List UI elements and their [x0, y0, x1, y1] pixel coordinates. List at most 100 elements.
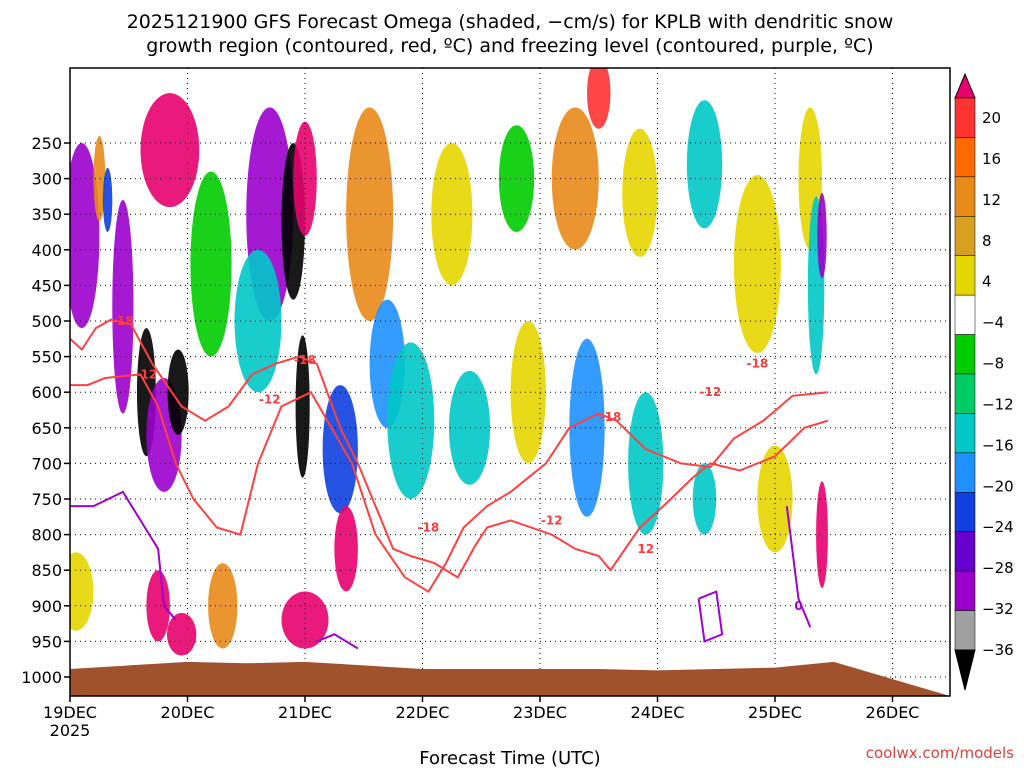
colorbar-label-5: −4	[982, 314, 1004, 332]
y-tick-label-8: 650	[31, 419, 62, 438]
terrain-fill	[70, 661, 950, 696]
colorbar-band-0	[954, 97, 976, 138]
y-tick-label-3: 400	[31, 241, 62, 260]
omega-cell-27	[510, 321, 546, 464]
freezing-contour-1	[316, 633, 359, 650]
contours: -18 -12 -18 -12 -18 -12 -18 12 -18 -12 0	[70, 314, 829, 650]
freezing-contour-3	[785, 505, 812, 628]
colorbar-band-4	[954, 255, 976, 296]
colorbar-label-13: −36	[982, 641, 1014, 659]
omega-cell-9	[146, 570, 170, 642]
freezing-contour-label-0: 0	[794, 599, 802, 613]
y-tick-label-13: 900	[31, 597, 62, 616]
omega-cell-30	[587, 68, 611, 129]
dgz-contour-label-8: -18	[747, 357, 769, 371]
omega-cell-11	[190, 171, 232, 357]
dgz-contour-label-2: -18	[294, 353, 316, 367]
omega-cell-0	[70, 552, 94, 631]
x-tick-label-4: 23DEC	[513, 703, 567, 722]
omega-cell-35	[733, 175, 781, 354]
colorbar-band-12	[954, 570, 976, 611]
colorbar-band-13	[954, 610, 976, 651]
dgz-contour-1	[70, 373, 829, 593]
omega-cell-24	[431, 143, 473, 286]
dgz-contour-label-7: 12	[637, 542, 654, 556]
credit-link[interactable]: coolwx.com/models	[866, 744, 1014, 762]
dgz-contour-label-0: -18	[112, 314, 134, 328]
chart-title-line-1: 2025121900 GFS Forecast Omega (shaded, −…	[127, 11, 894, 33]
colorbar-bottom-arrow	[954, 649, 976, 691]
y-axis: 250 300 350 400 450 500 550 600 650 700 750 800 850 9…	[21, 134, 70, 687]
omega-cell-1	[70, 143, 100, 329]
colorbar-band-5	[954, 294, 976, 335]
y-tick-label-10: 750	[31, 490, 62, 509]
y-tick-label-12: 850	[31, 561, 62, 580]
colorbar-label-3: 8	[982, 232, 992, 250]
y-tick-label-15: 1000	[21, 668, 62, 687]
colorbar-label-10: −24	[982, 518, 1014, 536]
omega-cell-4	[112, 199, 134, 414]
colorbar-band-6	[954, 334, 976, 375]
y-tick-label-6: 550	[31, 348, 62, 367]
omega-cell-40	[816, 481, 828, 588]
x-tick-label-6: 25DEC	[748, 703, 802, 722]
colorbar-label-4: 4	[982, 273, 992, 291]
colorbar-label-9: −20	[982, 477, 1014, 495]
dgz-contour-label-6: -18	[600, 410, 622, 424]
colorbar: 20 16 12 8 4 −4 −8 −12 −16 −20 −24 −28 −32 −36	[954, 72, 1014, 691]
y-tick-label-2: 350	[31, 205, 62, 224]
omega-cell-15	[234, 249, 282, 393]
dgz-contour-0	[70, 318, 829, 579]
colorbar-label-1: 16	[982, 150, 1001, 168]
omega-shading	[70, 68, 828, 656]
omega-cell-21	[346, 107, 394, 321]
dgz-contour-label-9: -12	[700, 385, 722, 399]
colorbar-band-3	[954, 216, 976, 256]
colorbar-band-7	[954, 373, 976, 414]
y-tick-label-0: 250	[31, 134, 62, 153]
y-tick-label-7: 600	[31, 383, 62, 402]
omega-cell-33	[686, 100, 723, 229]
colorbar-label-8: −16	[982, 436, 1014, 454]
y-tick-label-1: 300	[31, 170, 62, 189]
y-tick-label-5: 500	[31, 312, 62, 331]
y-tick-label-9: 700	[31, 454, 62, 473]
colorbar-label-2: 12	[982, 191, 1001, 209]
omega-cell-31	[622, 128, 658, 257]
colorbar-top-arrow	[954, 72, 976, 99]
x-tick-label-5: 24DEC	[631, 703, 685, 722]
colorbar-band-2	[954, 176, 976, 217]
omega-cell-39	[817, 192, 827, 279]
x-year-label: 2025	[50, 721, 91, 740]
colorbar-band-11	[954, 531, 976, 572]
colorbar-label-6: −8	[982, 355, 1004, 373]
colorbar-band-1	[954, 137, 976, 178]
x-axis: 19DEC 20DEC 21DEC 22DEC 23DEC 24DEC 25DEC 26DEC…	[43, 696, 919, 740]
omega-cell-10	[166, 612, 197, 656]
omega-cell-23	[387, 342, 435, 499]
dgz-contour-label-4: -18	[418, 520, 440, 534]
x-tick-label-3: 22DEC	[396, 703, 450, 722]
y-tick-label-11: 800	[31, 526, 62, 545]
colorbar-label-11: −28	[982, 559, 1014, 577]
omega-cell-29	[569, 338, 605, 517]
freezing-contour-0	[70, 490, 177, 621]
omega-cell-19	[295, 335, 310, 478]
omega-cell-17	[322, 385, 358, 514]
omega-cell-12	[208, 563, 238, 649]
x-tick-label-7: 26DEC	[866, 703, 920, 722]
omega-cell-26	[498, 125, 535, 232]
plot-frame	[69, 67, 951, 697]
colorbar-label-0: 20	[982, 109, 1001, 127]
colorbar-band-10	[954, 492, 976, 532]
omega-cell-20	[281, 591, 329, 649]
omega-cell-7	[140, 93, 200, 208]
chart-title-line-2: growth region (contoured, red, ºC) and f…	[146, 35, 873, 57]
x-axis-label: Forecast Time (UTC)	[419, 748, 600, 768]
colorbar-band-9	[954, 452, 976, 493]
y-tick-label-4: 450	[31, 276, 62, 295]
freezing-contour-2	[697, 590, 724, 643]
x-tick-label-2: 21DEC	[278, 703, 332, 722]
y-tick-label-14: 950	[31, 632, 62, 651]
